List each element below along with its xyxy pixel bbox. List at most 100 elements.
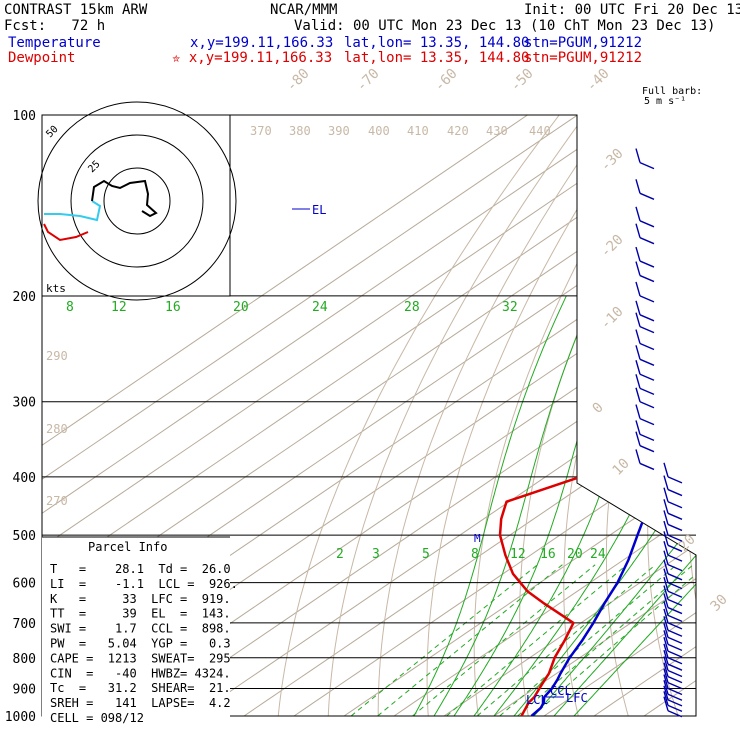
mixing-ratio-label: 5 xyxy=(422,547,430,562)
pressure-tick-label: 500 xyxy=(13,529,36,544)
wind-barb-shaft xyxy=(667,590,683,598)
el-label: EL xyxy=(312,203,326,217)
hodo-trace-upper xyxy=(91,179,158,218)
wind-barb-flag xyxy=(635,300,641,315)
isotherm-label: -30 xyxy=(598,146,627,175)
mixing-ratio-line xyxy=(350,564,538,716)
wind-barb-shaft xyxy=(639,260,655,268)
mixing-ratio-label: 2 xyxy=(336,547,344,562)
hodo-units-label: kts xyxy=(46,282,66,295)
wind-barb-flag xyxy=(635,179,641,194)
moist-adiabat-label: 12 xyxy=(111,300,127,315)
mixing-ratio-line xyxy=(377,564,563,716)
mixing-ratio-label: 16 xyxy=(540,547,556,562)
wind-barb-flag xyxy=(663,540,669,556)
moist-adiabat-label: 32 xyxy=(502,300,518,315)
moist-adiabat-label: 16 xyxy=(165,300,181,315)
wind-barb-flag xyxy=(663,499,669,514)
wind-barb-shaft xyxy=(667,573,683,581)
wind-barb-shaft xyxy=(667,636,683,645)
isotherm-line xyxy=(42,115,628,716)
wind-barb-shaft xyxy=(667,554,683,562)
wind-barb-flag xyxy=(663,662,669,677)
wind-barb-flag xyxy=(635,431,641,446)
wind-barb-flag xyxy=(663,559,669,575)
dry-adiabat-label: 270 xyxy=(46,494,68,508)
moist-adiabat-line xyxy=(553,295,696,716)
wind-barb-shaft xyxy=(667,488,683,497)
wind-barb-shaft xyxy=(639,445,655,453)
hodo-trace-low xyxy=(43,223,89,242)
wind-barb-shaft xyxy=(667,710,683,718)
wind-barb-flag xyxy=(663,585,669,600)
wind-barb-flag xyxy=(663,601,669,616)
dew-legend-label: Dewpoint xyxy=(8,50,76,66)
wind-barb-flag xyxy=(663,636,669,652)
pressure-tick-label: 300 xyxy=(13,396,36,411)
parcel-row: SWI = 1.7 CCL = 898. xyxy=(50,622,231,636)
isotherm-line xyxy=(42,115,578,716)
parcel-row: T = 28.1 Td = 26.0 xyxy=(50,562,231,576)
wind-barb-shaft xyxy=(639,220,655,228)
dry-adiabat-label: 370 xyxy=(250,124,272,138)
isotherm-label: 30 xyxy=(708,592,731,615)
wind-barb-flag xyxy=(663,520,669,536)
dew-legend-stn: stn=PGUM,91212 xyxy=(524,50,643,66)
hodograph-ring xyxy=(37,101,237,301)
isotherm-label: -20 xyxy=(598,232,627,261)
wind-barb-flag xyxy=(663,650,669,665)
temp-legend-xy: x,y=199.11,166.33 xyxy=(190,35,334,51)
wind-barb-flag xyxy=(663,568,669,583)
wind-barb-shaft xyxy=(667,669,683,678)
isotherm-line xyxy=(493,115,696,716)
isotherm-line xyxy=(343,115,696,716)
wind-barb-flag xyxy=(635,420,641,435)
parcel-row: CELL = 098/12 xyxy=(50,711,144,725)
wind-barb-flag xyxy=(663,593,669,608)
parcel-row: SREH = 141 LAPSE= 4.2 xyxy=(50,696,231,710)
wind-barb-flag xyxy=(663,643,669,658)
forecast-hour: Fcst: 72 h xyxy=(4,18,106,34)
wind-barb-shaft xyxy=(667,523,683,532)
hodograph-ring xyxy=(103,167,171,235)
isotherm-line xyxy=(643,115,696,716)
dew-legend-xy: ✮ x,y=199.11,166.33 xyxy=(172,50,333,66)
wind-barb-shaft xyxy=(667,699,683,707)
wind-barb-shaft xyxy=(639,373,655,381)
wind-barb-flag xyxy=(663,550,669,565)
wind-barb-flag xyxy=(663,685,669,701)
dry-adiabat-label: 410 xyxy=(407,124,429,138)
isotherm-line xyxy=(193,115,696,716)
wind-barb-shaft xyxy=(639,387,655,396)
dry-adiabat-label: 400 xyxy=(368,124,390,138)
isotherm-line xyxy=(593,115,696,716)
dry-adiabat-line xyxy=(727,115,740,729)
wind-barb-shaft xyxy=(667,675,683,684)
wind-barb-shaft xyxy=(639,161,655,170)
parcel-box xyxy=(42,537,230,723)
pressure-tick-label: 900 xyxy=(13,682,36,697)
dry-adiabat-label: 380 xyxy=(289,124,311,138)
mixing-ratio-label: 8 xyxy=(471,547,479,562)
wind-barb-shaft xyxy=(639,274,655,283)
wind-barb-shaft xyxy=(667,629,683,637)
wind-barb-shaft xyxy=(639,192,655,200)
pressure-tick-label: 400 xyxy=(13,471,36,486)
init-time: Init: 00 UTC Fri 20 Dec 13 xyxy=(524,2,740,18)
isotherm-line xyxy=(42,115,528,716)
wind-barb-shaft xyxy=(639,314,655,322)
moist-adiabat-line xyxy=(573,295,696,716)
wind-barb-shaft xyxy=(667,606,683,615)
wind-barb-shaft xyxy=(639,417,655,426)
hodo-trace-mid xyxy=(44,200,102,222)
max-wind-label: M xyxy=(474,532,481,545)
pressure-tick-label: 200 xyxy=(13,290,36,305)
mixing-ratio-label: 24 xyxy=(590,547,606,562)
isotherm-line xyxy=(293,115,696,716)
parcel-row: LI = -1.1 LCL = 926. xyxy=(50,577,238,591)
wind-barb-flag xyxy=(663,668,669,683)
wind-barb-shaft xyxy=(639,433,655,442)
barb-key-units: 5 m s⁻¹ xyxy=(644,96,687,107)
wind-barb-flag xyxy=(635,387,641,402)
moist-adiabat-label: 8 xyxy=(66,300,74,315)
